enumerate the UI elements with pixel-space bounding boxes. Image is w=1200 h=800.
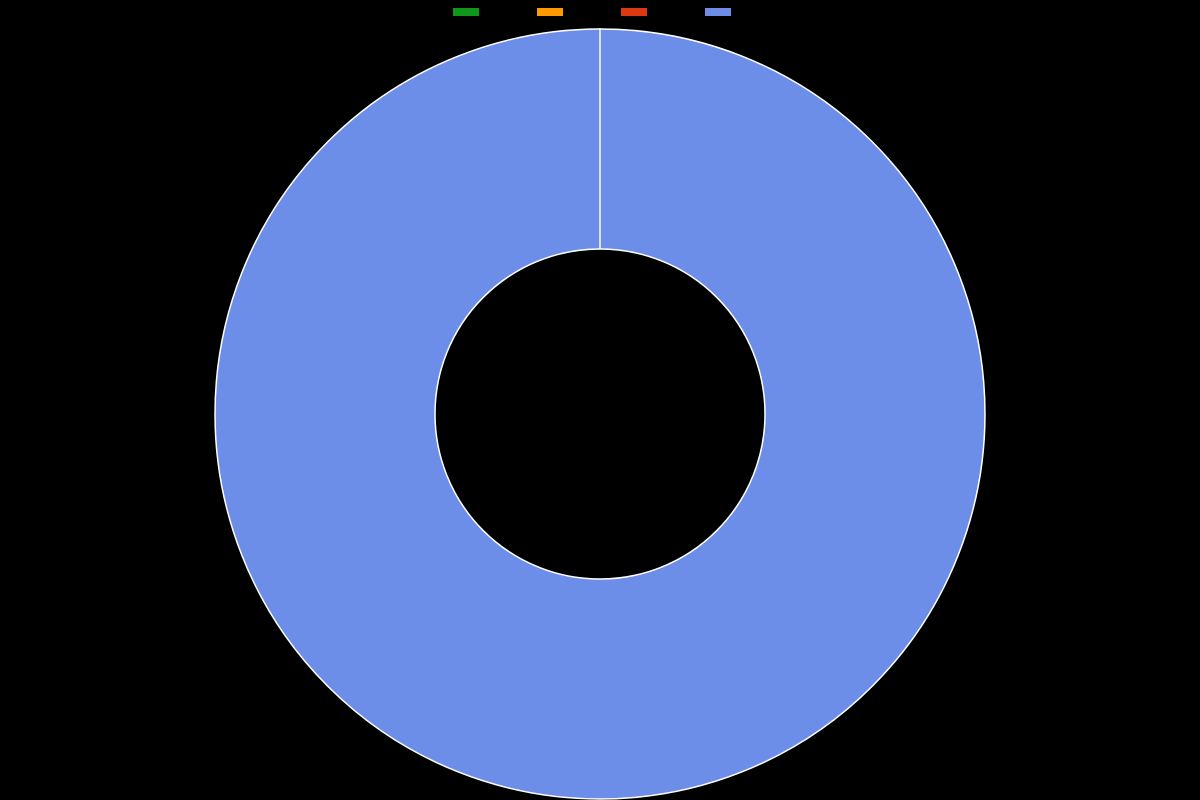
donut-chart-container	[0, 0, 1200, 800]
chart-legend	[0, 7, 1200, 17]
legend-swatch	[620, 7, 648, 17]
legend-item[interactable]	[704, 7, 748, 17]
legend-item[interactable]	[620, 7, 664, 17]
legend-swatch	[704, 7, 732, 17]
legend-item[interactable]	[452, 7, 496, 17]
legend-item[interactable]	[536, 7, 580, 17]
legend-swatch	[536, 7, 564, 17]
legend-swatch	[452, 7, 480, 17]
donut-wrap	[213, 27, 987, 800]
donut-chart	[213, 27, 987, 800]
